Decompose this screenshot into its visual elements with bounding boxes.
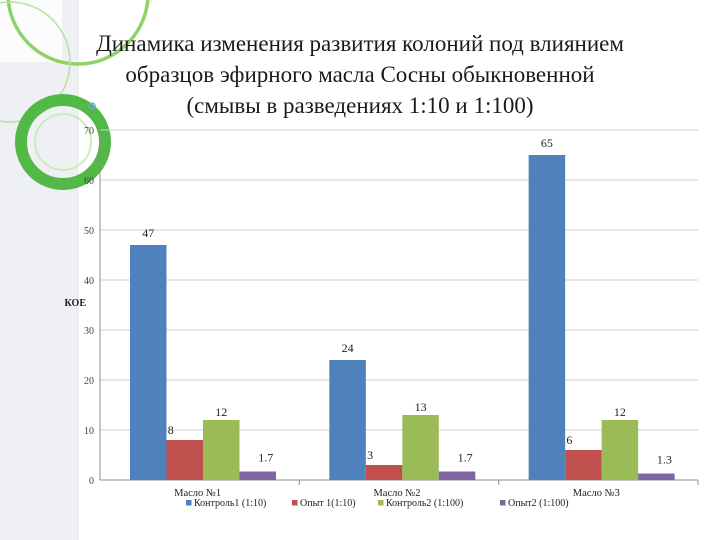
legend-swatch [292,500,298,506]
deco-green-ring-large [6,0,150,66]
y-tick-label: 50 [84,226,94,237]
bar [203,420,240,480]
x-category-label: Масло №2 [373,488,420,499]
bar-data-label: 65 [541,136,553,150]
y-tick-label: 10 [84,426,94,437]
bar [365,465,403,480]
bar [438,471,476,480]
y-tick-label: 60 [84,176,94,187]
bar [402,415,439,480]
bar-data-label: 47 [142,226,154,240]
bar-data-label: 6 [566,433,572,447]
bar-data-label: 3 [367,448,373,462]
y-tick-label: 20 [84,376,94,387]
bar [130,245,167,480]
bar-data-label: 8 [168,423,174,437]
y-tick-label: 70 [84,126,94,137]
chart-title-line-2: образцов эфирного масла Сосны обыкновенн… [125,62,595,87]
y-axis-title: КОЕ [65,298,87,309]
deco-green-ring-inner [34,113,92,171]
legend-swatch [378,500,384,506]
deco-green-ring-thin [0,1,71,123]
legend-swatch [500,500,506,506]
bar [239,471,276,480]
legend-label: Опыт2 (1:100) [508,498,569,509]
legend-swatch [186,500,192,506]
deco-green-ring-bold [15,94,111,190]
bar [565,450,602,480]
bar-data-label: 1.7 [258,451,273,465]
chart-title: Динамика изменения развития колоний под … [40,28,680,121]
bar [638,473,675,480]
legend-label: Контроль1 (1:10) [194,498,266,509]
y-tick-label: 30 [84,326,94,337]
bar [528,155,566,480]
bar-data-label: 1.7 [458,451,473,465]
left-panel-background [0,0,78,540]
bar-data-label: 1.3 [657,453,672,467]
x-category-label: Масло №3 [573,488,620,499]
y-tick-label: 40 [84,276,94,287]
chart-title-line-1: Динамика изменения развития колоний под … [96,31,624,56]
bar [166,440,203,480]
legend-label: Контроль2 (1:100) [386,498,463,509]
bar-data-label: 24 [342,341,354,355]
legend-label: Опыт 1(1:10) [300,498,356,509]
bar-data-label: 12 [215,405,227,419]
bar [601,420,639,480]
deco-blue-dot [88,102,96,110]
y-tick-label: 0 [89,476,94,487]
chart-title-line-3: (смывы в разведениях 1:10 и 1:100) [186,93,534,118]
bar-data-label: 12 [614,405,626,419]
x-category-label: Масло №1 [174,488,221,499]
bar [329,360,366,480]
bar-data-label: 13 [415,400,427,414]
